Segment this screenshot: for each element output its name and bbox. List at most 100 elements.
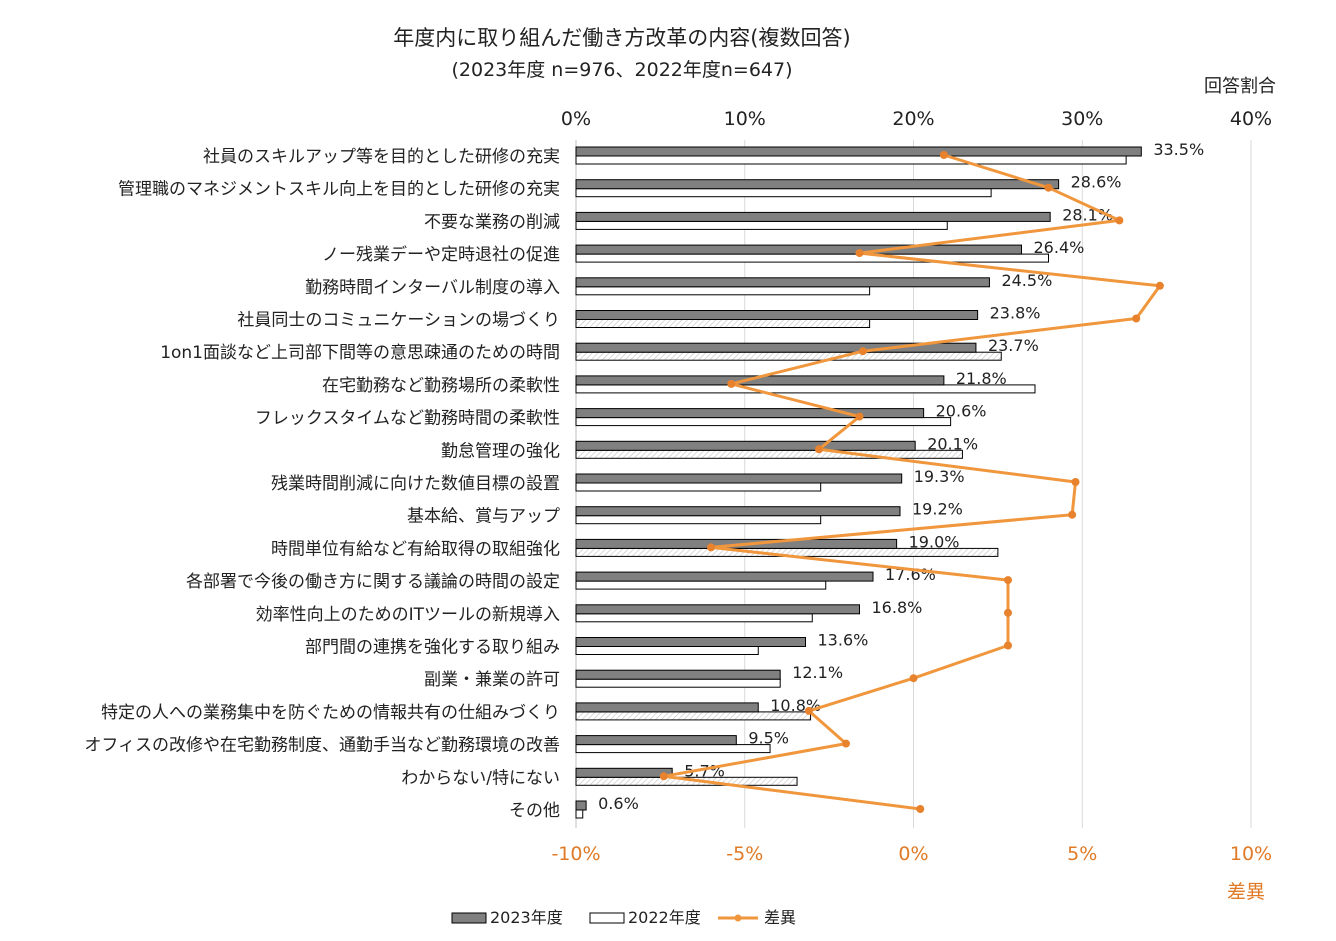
diff-point (1071, 478, 1080, 486)
bar-2022 (575, 253, 1049, 263)
bar-2022 (575, 351, 1002, 361)
value-label: 13.6% (818, 631, 869, 650)
bar-2023 (575, 767, 673, 778)
top-tick-label: 40% (1230, 108, 1272, 130)
diff-point (815, 445, 823, 454)
bottom-tick-label: -5% (726, 843, 763, 865)
top-tick-label: 10% (724, 108, 766, 130)
diff-point (842, 739, 850, 748)
legend-swatch-2023 (451, 912, 487, 924)
category-label: フレックスタイムなど勤務時間の柔軟性 (255, 409, 560, 429)
diff-point (1068, 510, 1077, 519)
category-label: 部門間の連携を強化する取り組み (305, 638, 560, 658)
category-label: 1on1面談など上司部下間等の意思疎通のための時間 (160, 343, 560, 363)
bar-2022 (575, 646, 759, 655)
diff-point (1044, 183, 1053, 192)
top-tick-label: 30% (1061, 108, 1103, 130)
top-axis-ticks: 0% 10% 20% 30% 40% (561, 108, 1272, 130)
diff-point (855, 412, 864, 421)
bar-2022 (575, 678, 781, 688)
diff-point (727, 379, 736, 388)
value-label: 19.3% (914, 467, 965, 486)
bar-2023 (575, 604, 860, 615)
diff-point (804, 706, 813, 715)
category-label: 在宅勤務など勤務場所の柔軟性 (322, 376, 560, 396)
bottom-tick-label: 10% (1230, 843, 1272, 865)
category-label: 管理職のマネジメントスキル向上を目的とした研修の充実 (118, 180, 560, 200)
legend-label-2023: 2023年度 (490, 908, 563, 927)
category-label: ノー残業デーや定時退社の促進 (322, 244, 560, 265)
diff-point (1004, 641, 1012, 650)
bar-2023 (575, 571, 874, 582)
diff-point (1155, 281, 1164, 290)
bottom-tick-label: 0% (898, 843, 928, 865)
bar-2022 (575, 776, 798, 786)
diff-point (707, 543, 715, 552)
bar-2023 (575, 179, 1060, 190)
diff-point (1115, 216, 1124, 225)
diff-point (1004, 576, 1012, 585)
value-label: 20.1% (927, 434, 978, 453)
bar-2023 (575, 473, 903, 484)
chart-subtitle: (2023年度 n=976、2022年度n=647) (451, 59, 792, 81)
value-label: 24.5% (1001, 271, 1052, 290)
value-label: 12.1% (792, 663, 843, 682)
value-label: 23.8% (990, 304, 1041, 323)
value-label: 16.8% (872, 598, 923, 617)
value-label: 19.2% (912, 500, 963, 519)
diff-point (939, 151, 948, 159)
bar-2023 (575, 440, 916, 451)
diff-line-series (659, 151, 1164, 813)
bottom-tick-label: 5% (1067, 843, 1097, 865)
bar-2023 (575, 244, 1022, 255)
diff-point (909, 674, 918, 683)
legend-label-diff: 差異 (764, 908, 796, 927)
bar-2022 (575, 188, 992, 198)
bar-2023 (575, 506, 901, 517)
value-label: 21.8% (956, 369, 1007, 388)
bar-2022 (575, 613, 813, 623)
value-label: 0.6% (598, 794, 639, 813)
category-labels: 社員のスキルアップ等を目的とした研修の充実管理職のマネジメントスキル向上を目的と… (84, 147, 560, 821)
legend-marker-diff (734, 914, 742, 922)
category-label: 勤怠管理の強化 (441, 441, 560, 461)
category-label: 効率性向上のためのITツールの新規導入 (256, 605, 560, 625)
category-label: 勤務時間インターバル制度の導入 (305, 278, 560, 298)
category-label: その他 (509, 801, 560, 821)
diff-point (916, 805, 925, 813)
value-label: 19.0% (909, 532, 960, 551)
bar-2022 (575, 319, 871, 328)
category-label: 時間単位有給など有給取得の取組強化 (271, 539, 560, 559)
value-label: 28.6% (1071, 173, 1122, 192)
category-label: 不要な業務の削減 (424, 212, 560, 232)
diff-point (858, 347, 867, 356)
bar-2023 (575, 211, 1051, 222)
category-label: 特定の人への業務集中を防ぐための情報共有の仕組みづくり (101, 703, 560, 723)
category-label: 残業時間削減に向けた数値目標の設置 (271, 474, 560, 494)
value-labels: 33.5%28.6%28.1%26.4%24.5%23.8%23.7%21.8%… (598, 140, 1204, 813)
value-label: 20.6% (936, 402, 987, 421)
bar-2023 (575, 408, 925, 419)
value-label: 26.4% (1034, 238, 1085, 257)
bar-2022 (575, 580, 827, 590)
bar-2023 (575, 342, 977, 353)
category-label: オフィスの改修や在宅勤務制度、通勤手当など勤務環境の改善 (84, 736, 560, 756)
legend-swatch-2022 (589, 912, 625, 924)
bar-2022 (575, 744, 771, 754)
category-label: 基本給、賞与アップ (407, 507, 560, 527)
bar-2023 (575, 146, 1142, 157)
bottom-axis-label: 差異 (1227, 881, 1265, 903)
chart-title: 年度内に取り組んだ働き方改革の内容(複数回答) (393, 26, 850, 50)
category-label: 社員のスキルアップ等を目的とした研修の充実 (203, 147, 560, 167)
legend-label-2022: 2022年度 (628, 908, 701, 927)
category-label: 副業・兼業の許可 (424, 670, 560, 690)
value-label: 33.5% (1153, 140, 1204, 159)
legend: 2023年度 2022年度 差異 (451, 908, 796, 927)
category-label: 社員同士のコミュニケーションの場づくり (237, 311, 560, 331)
diff-point (659, 772, 668, 781)
bar-2022 (575, 155, 1127, 165)
bottom-tick-label: -10% (551, 843, 600, 865)
bar-2022 (575, 515, 822, 525)
bar-2023 (575, 735, 737, 746)
